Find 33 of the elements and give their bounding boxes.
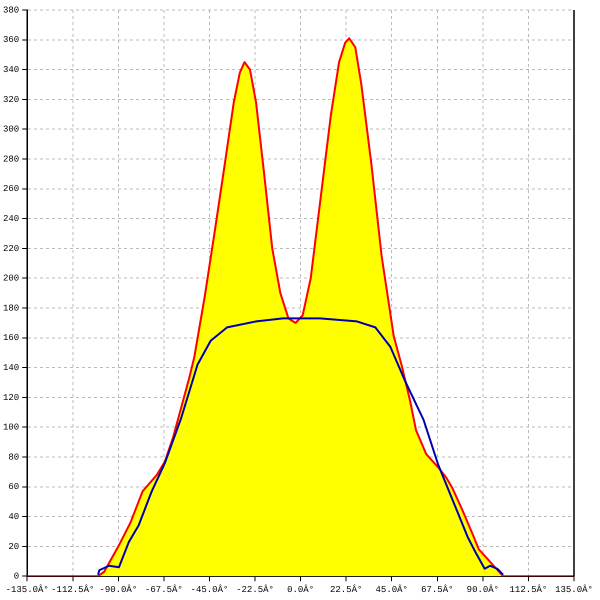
- y-tick-label: 280: [3, 154, 20, 164]
- y-tick-label: 240: [3, 214, 20, 224]
- x-tick-label: 45.0Â°: [376, 584, 408, 595]
- y-tick-label: 220: [3, 244, 20, 254]
- y-tick-label: 60: [8, 482, 20, 492]
- x-tick-label: 112.5Â°: [510, 584, 548, 595]
- y-tick-label: 320: [3, 94, 20, 105]
- y-tick-label: 40: [8, 512, 20, 522]
- x-tick-label: -135.0Â°: [6, 584, 49, 595]
- y-tick-label: 260: [3, 184, 20, 194]
- x-tick-label: -45.0Â°: [190, 584, 228, 595]
- y-tick-label: 0: [14, 572, 20, 582]
- y-tick-label: 300: [3, 124, 20, 135]
- x-tick-label: -112.5Â°: [51, 584, 94, 595]
- y-tick-label: 160: [3, 333, 20, 344]
- y-tick-label: 180: [3, 303, 20, 314]
- y-tick-label: 140: [3, 362, 20, 373]
- x-tick-label: 135.0Â°: [555, 584, 593, 595]
- x-tick-label: 0.0Â°: [287, 584, 314, 595]
- x-tick-label: 90.0Â°: [466, 584, 500, 595]
- y-tick-label: 80: [8, 452, 20, 462]
- x-tick-label: 67.5Â°: [421, 584, 454, 595]
- y-tick-label: 200: [3, 274, 20, 284]
- x-tick-label: -67.5Â°: [144, 584, 183, 595]
- y-tick-label: 120: [3, 392, 20, 403]
- x-tick-label: -90.0Â°: [99, 584, 138, 595]
- x-tick-label: -22.5Â°: [236, 584, 274, 595]
- y-tick-label: 340: [3, 64, 20, 75]
- y-tick-label: 360: [3, 35, 20, 46]
- y-tick-label: 20: [8, 542, 20, 552]
- y-tick-label: 380: [3, 5, 20, 16]
- x-tick-label: 22.5Â°: [330, 584, 362, 595]
- y-tick-label: 100: [3, 422, 20, 433]
